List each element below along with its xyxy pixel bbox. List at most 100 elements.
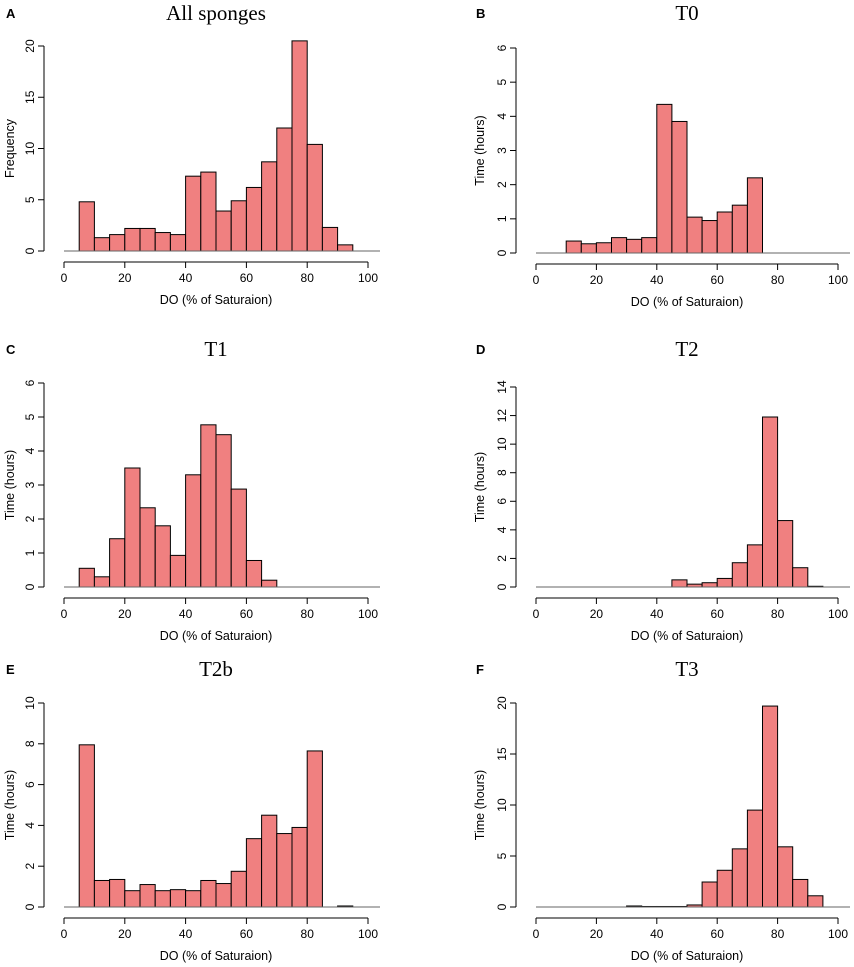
x-tick-label-a-3: 60 (240, 271, 254, 285)
y-tick-label-a-0: 0 (23, 247, 37, 254)
bar-b-1 (580, 243, 597, 254)
x-tick-label-b-4: 80 (771, 273, 785, 287)
x-axis-label-d: DO (% of Saturaion) (631, 629, 744, 643)
x-axis-label-e: DO (% of Saturaion) (160, 949, 273, 963)
bar-b-12 (746, 177, 764, 254)
y-tick-label-d-3: 6 (495, 498, 509, 505)
bar-e-15 (306, 750, 323, 908)
x-tick-label-a-1: 20 (118, 271, 132, 285)
x-tick-label-b-1: 20 (590, 273, 604, 287)
x-tick-label-e-2: 40 (179, 927, 193, 941)
y-tick-label-d-0: 0 (495, 583, 509, 590)
bar-c-12 (261, 579, 278, 588)
bar-f-11 (792, 878, 809, 908)
y-tick-label-a-1: 5 (23, 196, 37, 203)
x-tick-label-e-0: 0 (61, 927, 68, 941)
panel-title-f: T3 (675, 657, 698, 681)
panel-letter-c: C (6, 342, 16, 357)
x-tick-label-a-0: 0 (61, 271, 68, 285)
x-tick-label-b-2: 40 (650, 273, 664, 287)
x-tick-label-d-3: 60 (711, 607, 725, 621)
y-tick-label-e-5: 10 (23, 696, 37, 710)
x-tick-label-d-5: 100 (828, 607, 848, 621)
x-tick-label-a-2: 40 (179, 271, 193, 285)
y-tick-label-e-2: 4 (23, 822, 37, 829)
x-tick-label-d-4: 80 (771, 607, 785, 621)
y-tick-label-c-3: 3 (23, 481, 37, 488)
bar-a-15 (306, 143, 323, 252)
y-tick-label-c-0: 0 (23, 583, 37, 590)
bar-a-0 (78, 201, 95, 252)
bar-a-14 (291, 40, 308, 252)
y-tick-label-c-6: 6 (23, 379, 37, 386)
y-tick-label-b-4: 4 (495, 113, 509, 120)
x-tick-label-d-2: 40 (650, 607, 664, 621)
bar-d-8 (792, 567, 809, 588)
x-tick-label-d-0: 0 (533, 607, 540, 621)
bar-c-9 (215, 434, 232, 588)
y-tick-label-b-0: 0 (495, 249, 509, 256)
bar-e-7 (185, 890, 202, 908)
bar-b-8 (686, 216, 703, 254)
y-tick-label-e-3: 6 (23, 781, 37, 788)
y-axis-label-d: Time (hours) (473, 452, 487, 522)
bar-e-11 (245, 838, 263, 908)
x-tick-label-c-4: 80 (301, 607, 315, 621)
bar-d-2 (701, 582, 718, 588)
bar-b-2 (595, 242, 613, 254)
x-tick-label-a-4: 80 (301, 271, 315, 285)
bar-a-5 (154, 232, 171, 252)
bar-c-8 (200, 424, 217, 588)
bar-a-6 (169, 234, 187, 252)
x-tick-label-c-0: 0 (61, 607, 68, 621)
x-tick-label-c-1: 20 (118, 607, 132, 621)
bar-a-9 (215, 210, 232, 252)
x-tick-label-e-3: 60 (240, 927, 254, 941)
y-tick-label-b-5: 5 (495, 79, 509, 86)
bar-b-0 (565, 240, 582, 254)
bar-d-4 (731, 562, 748, 588)
bar-e-2 (109, 878, 126, 908)
x-tick-label-e-5: 100 (358, 927, 378, 941)
x-tick-label-b-0: 0 (533, 273, 540, 287)
bar-a-16 (321, 226, 339, 252)
x-tick-label-f-0: 0 (533, 927, 540, 941)
panel-title-b: T0 (675, 1, 698, 25)
bar-d-7 (777, 520, 794, 588)
x-tick-label-c-2: 40 (179, 607, 193, 621)
y-tick-label-d-5: 10 (495, 437, 509, 451)
x-tick-label-f-5: 100 (828, 927, 848, 941)
bar-a-4 (139, 227, 156, 252)
bar-a-17 (337, 244, 354, 252)
x-tick-label-f-1: 20 (590, 927, 604, 941)
y-tick-label-d-4: 8 (495, 469, 509, 476)
bar-e-3 (124, 890, 141, 908)
bar-f-8 (746, 809, 764, 908)
x-axis-label-f: DO (% of Saturaion) (631, 949, 744, 963)
bar-a-13 (276, 127, 293, 252)
x-axis-label-b: DO (% of Saturaion) (631, 295, 744, 309)
bar-e-12 (261, 814, 278, 908)
y-tick-label-f-3: 15 (495, 747, 509, 761)
bar-a-3 (124, 227, 141, 252)
bar-b-7 (671, 120, 688, 254)
x-tick-label-e-1: 20 (118, 927, 132, 941)
bar-c-3 (124, 467, 141, 588)
y-tick-label-b-3: 3 (495, 147, 509, 154)
y-axis-label-c: Time (hours) (3, 450, 17, 520)
bar-c-10 (230, 488, 247, 588)
bar-b-5 (641, 237, 658, 254)
bar-c-2 (109, 538, 126, 588)
x-tick-label-c-5: 100 (358, 607, 378, 621)
x-tick-label-a-5: 100 (358, 271, 378, 285)
bar-c-4 (139, 507, 156, 588)
x-tick-label-c-3: 60 (240, 607, 254, 621)
y-tick-label-e-0: 0 (23, 903, 37, 910)
bar-a-8 (200, 171, 217, 252)
bar-e-0 (78, 744, 95, 908)
bar-b-6 (656, 103, 673, 254)
bar-b-10 (716, 211, 733, 254)
y-tick-label-f-1: 5 (495, 852, 509, 859)
bar-e-9 (215, 883, 232, 908)
panel-letter-a: A (6, 6, 16, 21)
